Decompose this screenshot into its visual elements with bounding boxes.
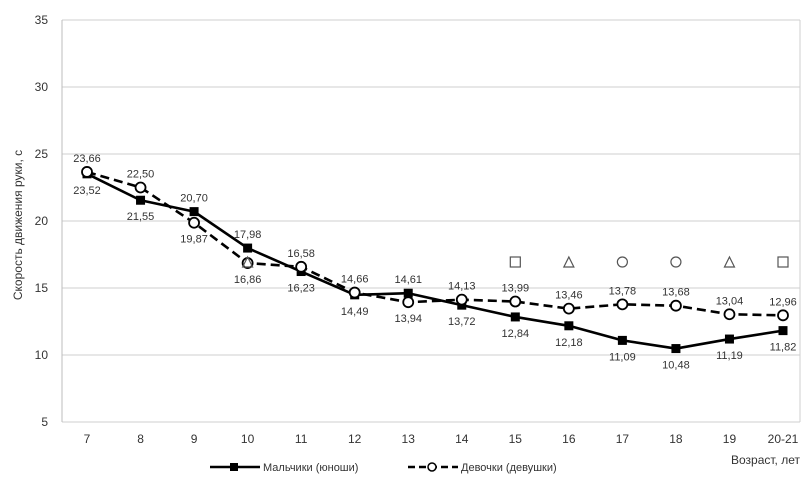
- data-point-circle: [509, 295, 522, 308]
- circle-marker: [616, 256, 628, 268]
- data-point-square: [136, 195, 146, 205]
- triangle-marker: [241, 255, 254, 268]
- circle-marker: [670, 256, 682, 268]
- data-point-square: [671, 344, 681, 354]
- data-labels: 23,66 23,52 22,50 21,55 20,70 19,87 17,98 16,86…: [73, 153, 797, 372]
- y-axis-title: Скорость движения руки, с: [11, 150, 25, 300]
- data-label: 23,52: [73, 185, 101, 197]
- data-label: 12,84: [502, 328, 530, 340]
- data-label: 13,72: [448, 316, 476, 328]
- data-label: 10,48: [662, 360, 690, 372]
- x-tick-label: 8: [137, 432, 144, 446]
- data-label: 23,66: [73, 153, 101, 165]
- data-label: 16,86: [234, 274, 262, 286]
- y-tick-labels: 5 10 15 20 25 30 35: [35, 13, 49, 429]
- data-point-square: [189, 207, 199, 217]
- data-point-circle: [402, 296, 415, 309]
- legend: Мальчики (юноши) Девочки (девушки): [210, 462, 557, 474]
- data-label: 12,96: [769, 296, 797, 308]
- y-tick-label: 5: [41, 415, 48, 429]
- data-label: 11,09: [609, 351, 636, 363]
- square-marker: [777, 256, 789, 268]
- x-tick-label: 14: [455, 432, 469, 446]
- data-label: 13,94: [394, 313, 422, 325]
- data-label: 13,78: [609, 285, 637, 297]
- x-tick-label: 18: [669, 432, 683, 446]
- data-label: 22,50: [127, 169, 155, 181]
- data-point-circle: [295, 260, 308, 273]
- data-point-circle: [777, 309, 789, 322]
- triangle-marker: [562, 255, 575, 268]
- data-label: 13,68: [662, 287, 690, 299]
- data-label: 14,61: [394, 274, 422, 286]
- data-label: 20,70: [180, 193, 208, 205]
- data-point-circle: [455, 293, 468, 306]
- data-point-square: [724, 334, 734, 344]
- data-label: 14,13: [448, 281, 476, 293]
- triangle-marker: [723, 255, 736, 268]
- square-marker: [509, 256, 521, 268]
- data-point-circle: [562, 302, 575, 315]
- series-points: [81, 166, 789, 354]
- x-tick-label: 12: [348, 432, 362, 446]
- x-tick-label: 10: [241, 432, 255, 446]
- data-label: 11,82: [770, 342, 797, 354]
- grid: [61, 19, 801, 423]
- data-point-circle: [616, 298, 629, 311]
- x-axis-title: Возраст, лет: [731, 453, 801, 467]
- data-point-square: [403, 288, 413, 298]
- data-label: 13,04: [716, 295, 744, 307]
- series-lines: [86, 170, 784, 350]
- series-line-1: [86, 172, 784, 350]
- data-point-square: [510, 312, 520, 322]
- data-label: 13,99: [502, 283, 530, 295]
- data-label: 16,58: [287, 248, 315, 260]
- x-tick-label: 19: [723, 432, 737, 446]
- x-tick-labels: 7 8 9 10 11 12 13 14 15 16 17 18 19 20-21: [84, 432, 799, 446]
- legend-item-series-1: Мальчики (юноши): [210, 462, 358, 474]
- data-point-circle: [348, 286, 361, 299]
- y-tick-label: 35: [35, 13, 49, 27]
- legend-marker-circle: [427, 462, 437, 472]
- series-line-2: [86, 170, 784, 317]
- data-label: 13,46: [555, 290, 583, 302]
- y-tick-label: 10: [35, 348, 49, 362]
- data-point-square: [564, 321, 574, 331]
- data-label: 17,98: [234, 229, 262, 241]
- legend-item-series-2: Девочки (девушки): [408, 462, 557, 474]
- y-tick-label: 15: [35, 281, 49, 295]
- x-tick-label: 16: [562, 432, 576, 446]
- data-label: 11,19: [716, 350, 743, 362]
- y-tick-label: 25: [35, 147, 49, 161]
- data-label: 12,18: [555, 337, 583, 349]
- x-tick-label: 7: [84, 432, 91, 446]
- y-tick-label: 20: [35, 214, 49, 228]
- data-label: 14,66: [341, 274, 369, 286]
- data-point-circle: [81, 166, 93, 178]
- data-point-square: [778, 326, 788, 336]
- legend-label-series-2: Девочки (девушки): [461, 462, 557, 474]
- data-point-square: [617, 335, 627, 345]
- data-point-circle: [134, 181, 147, 194]
- data-label: 16,23: [287, 283, 315, 295]
- x-tick-label: 20-21: [768, 432, 799, 446]
- data-label: 14,49: [341, 306, 369, 318]
- data-point-square: [243, 243, 253, 253]
- x-tick-label: 9: [191, 432, 198, 446]
- significance-markers: [241, 255, 789, 268]
- y-tick-label: 30: [35, 80, 49, 94]
- data-label: 19,87: [180, 234, 208, 246]
- x-tick-label: 11: [295, 432, 308, 446]
- data-point-circle: [188, 216, 200, 229]
- x-tick-label: 17: [616, 432, 630, 446]
- data-label: 21,55: [127, 211, 155, 223]
- legend-label-series-1: Мальчики (юноши): [263, 462, 358, 474]
- x-tick-label: 15: [509, 432, 523, 446]
- x-tick-label: 13: [402, 432, 416, 446]
- data-point-circle: [670, 299, 682, 312]
- legend-marker-square: [230, 463, 238, 471]
- data-point-circle: [723, 308, 736, 321]
